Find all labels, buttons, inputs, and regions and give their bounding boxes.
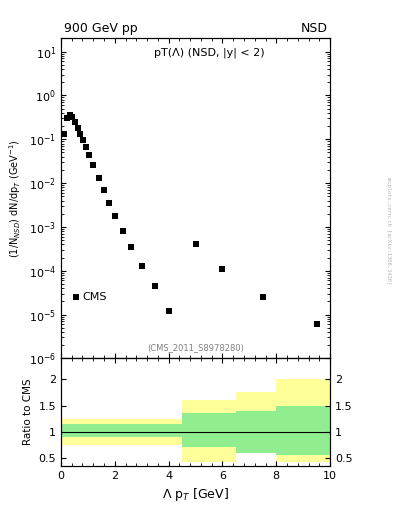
Point [73,293,79,301]
Point [260,293,266,301]
Point [152,282,158,290]
Point [61,130,67,138]
Point [72,118,78,126]
Text: NSD: NSD [300,22,327,35]
Point [165,307,172,315]
Point [106,199,112,207]
X-axis label: Λ p$_T$ [GeV]: Λ p$_T$ [GeV] [162,486,229,503]
Point [64,114,70,122]
Point [69,113,75,121]
Point [83,142,89,151]
Point [314,320,320,328]
Point [90,161,96,169]
Text: mcplots.cern.ch [arXiv:1306.3436]: mcplots.cern.ch [arXiv:1306.3436] [386,177,391,284]
Point [101,186,107,195]
Y-axis label: (1/N$_{NSD}$) dN/dp$_T$ (GeV$^{-1}$): (1/N$_{NSD}$) dN/dp$_T$ (GeV$^{-1}$) [7,139,23,258]
Text: (CMS_2011_S8978280): (CMS_2011_S8978280) [147,343,244,352]
Point [139,262,145,270]
Point [112,211,118,220]
Text: 900 GeV pp: 900 GeV pp [64,22,137,35]
Point [80,136,86,144]
Point [128,243,134,251]
Text: CMS: CMS [83,292,107,302]
Point [193,240,198,248]
Point [120,227,126,235]
Text: pT(Λ) (NSD, |y| < 2): pT(Λ) (NSD, |y| < 2) [154,48,264,58]
Point [74,123,81,132]
Point [77,130,83,138]
Y-axis label: Ratio to CMS: Ratio to CMS [23,379,33,445]
Point [86,151,92,159]
Point [66,111,73,119]
Point [219,265,226,273]
Point [95,174,102,182]
